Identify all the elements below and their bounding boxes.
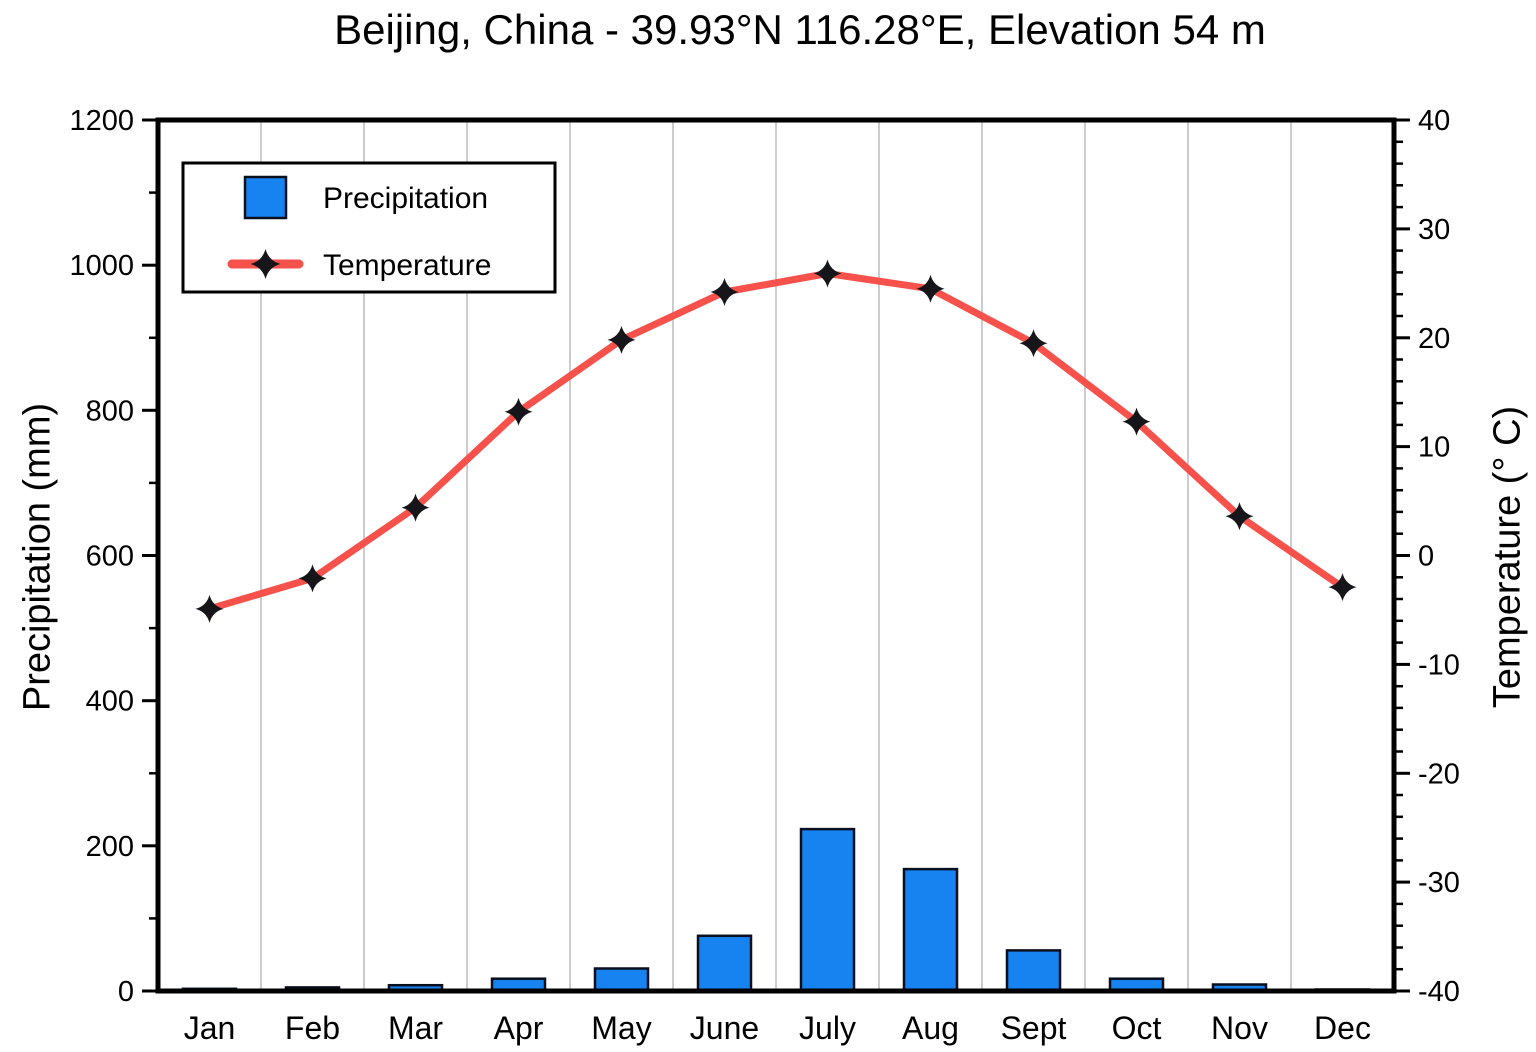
temperature-marker-aug	[916, 274, 945, 303]
left-tick-label: 400	[86, 686, 134, 718]
plot-frame	[155, 117, 1397, 994]
right-tick-label: -30	[1418, 867, 1460, 899]
temperature-marker-mar	[401, 493, 430, 522]
month-label-aug: Aug	[902, 1010, 959, 1046]
temperature-marker-sept	[1019, 329, 1048, 358]
left-axis-ticks: 0 200 400 600 800 1000 1200	[69, 105, 156, 1008]
legend: Precipitation Temperature	[181, 161, 557, 294]
left-tick-label: 1000	[69, 250, 134, 282]
temperature-marker-oct	[1122, 407, 1151, 436]
temperature-marker-july	[813, 259, 842, 288]
month-label-may: May	[591, 1010, 651, 1046]
chart-title: Beijing, China - 39.93°N 116.28°E, Eleva…	[334, 6, 1266, 53]
right-tick-label: 20	[1418, 323, 1450, 355]
right-tick-label: 0	[1418, 541, 1434, 573]
left-tick-label: 0	[118, 976, 134, 1008]
temperature-marker-june	[710, 278, 739, 307]
right-tick-label: -40	[1418, 976, 1460, 1008]
month-label-oct: Oct	[1112, 1010, 1162, 1046]
legend-temperature-marker	[250, 249, 281, 279]
temperature-marker-nov	[1225, 502, 1254, 531]
month-label-mar: Mar	[388, 1010, 443, 1046]
month-label-nov: Nov	[1211, 1010, 1268, 1046]
temperature-marker-jan	[195, 594, 224, 623]
temperature-marker-dec	[1328, 573, 1357, 602]
legend-precipitation-label: Precipitation	[323, 182, 488, 215]
left-tick-label: 800	[86, 395, 134, 427]
temperature-line	[206, 270, 1346, 613]
precipitation-bar-june	[696, 934, 753, 993]
temperature-marker-feb	[298, 564, 327, 593]
temperature-marker-apr	[504, 397, 533, 426]
temperature-marker-may	[607, 325, 636, 354]
right-tick-label: 40	[1418, 105, 1450, 137]
right-axis-ticks: -40 -30 -20 -10 0 10 20 30 40	[1396, 105, 1460, 1008]
legend-precipitation-swatch	[243, 175, 288, 220]
temperature-markers	[195, 259, 1357, 623]
precipitation-bar-aug	[902, 867, 959, 993]
left-tick-label: 600	[86, 541, 134, 573]
month-label-june: June	[690, 1010, 759, 1046]
x-axis-labels: Jan Feb Mar Apr May June July Aug Sept Oct Nov Dec	[184, 1010, 1371, 1046]
right-tick-label: -20	[1418, 758, 1460, 790]
precipitation-bar-sept	[1005, 949, 1062, 993]
month-label-july: July	[799, 1010, 856, 1046]
month-label-apr: Apr	[494, 1010, 544, 1046]
left-tick-label: 1200	[69, 105, 134, 137]
right-tick-label: 10	[1418, 432, 1450, 464]
month-label-jan: Jan	[184, 1010, 236, 1046]
month-label-dec: Dec	[1314, 1010, 1371, 1046]
right-tick-label: 30	[1418, 214, 1450, 246]
month-label-sept: Sept	[1001, 1010, 1067, 1046]
precipitation-bar-july	[799, 827, 856, 993]
legend-temperature-label: Temperature	[323, 249, 491, 282]
left-tick-label: 200	[86, 831, 134, 863]
right-tick-label: -10	[1418, 649, 1460, 681]
precipitation-bar-may	[593, 967, 650, 993]
month-label-feb: Feb	[285, 1010, 340, 1046]
